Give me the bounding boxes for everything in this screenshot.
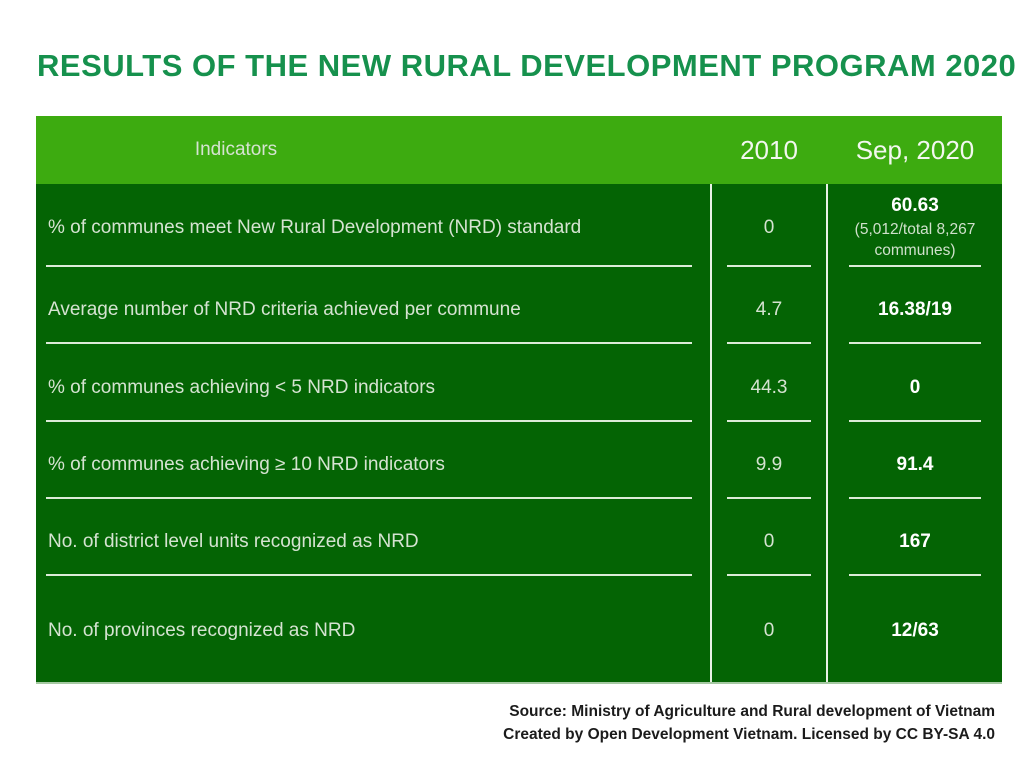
value-2010-cell: 0 (710, 504, 828, 581)
value-2010-cell: 4.7 (710, 272, 828, 349)
value-2010-cell: 44.3 (710, 349, 828, 427)
indicator-cell: % of communes achieving < 5 NRD indicato… (36, 349, 710, 427)
value-sep-2020: 0 (909, 376, 921, 398)
table-body: % of communes meet New Rural Development… (36, 184, 1002, 684)
value-sep-2020-cell: 0 (828, 349, 1002, 427)
attribution-footer: Source: Ministry of Agriculture and Rura… (503, 700, 995, 746)
indicator-label: No. of provinces recognized as NRD (48, 620, 356, 642)
value-sep-2020: 60.63 (891, 194, 939, 216)
divider-line (46, 342, 692, 344)
value-sep-2020-cell: 12/63 (828, 581, 1002, 682)
value-sep-2020: 12/63 (891, 620, 939, 642)
value-sep-2020-cell: 91.4 (828, 427, 1002, 504)
source-line: Source: Ministry of Agriculture and Rura… (509, 703, 995, 720)
divider-line (849, 420, 981, 422)
value-sep-2020: 167 (899, 531, 931, 553)
indicator-cell: % of communes meet New Rural Development… (36, 184, 710, 272)
value-sep-2020-cell: 60.63 (5,012/total 8,267 communes) (828, 184, 1002, 272)
value-2010-cell: 0 (710, 184, 828, 272)
divider-line (727, 265, 811, 267)
divider-line (727, 497, 811, 499)
table-header-row: Indicators 2010 Sep, 2020 (36, 116, 1002, 184)
divider-line (46, 265, 692, 267)
value-sep-2020-cell: 167 (828, 504, 1002, 581)
indicator-label: Average number of NRD criteria achieved … (48, 299, 521, 321)
indicator-label: No. of district level units recognized a… (48, 531, 419, 553)
indicator-cell: Average number of NRD criteria achieved … (36, 272, 710, 349)
value-2010: 4.7 (755, 299, 783, 321)
header-cell-2010: 2010 (740, 134, 798, 165)
divider-line (849, 574, 981, 576)
indicator-cell: No. of district level units recognized a… (36, 504, 710, 581)
divider-line (727, 342, 811, 344)
value-sep-2020-cell: 16.38/19 (828, 272, 1002, 349)
value-2010: 0 (763, 216, 775, 238)
divider-line (849, 497, 981, 499)
value-2010: 0 (763, 620, 775, 642)
divider-line (727, 574, 811, 576)
value-sep-2020: 16.38/19 (878, 299, 952, 321)
divider-line (849, 265, 981, 267)
divider-line (46, 574, 692, 576)
divider-line (46, 497, 692, 499)
value-2010-cell: 0 (710, 581, 828, 682)
indicator-label: % of communes meet New Rural Development… (48, 216, 582, 238)
indicator-cell: No. of provinces recognized as NRD (36, 581, 710, 682)
value-2010: 9.9 (755, 454, 783, 476)
results-table: Indicators 2010 Sep, 2020 % of communes … (36, 116, 1002, 684)
divider-line (727, 420, 811, 422)
divider-line (46, 420, 692, 422)
value-sep-2020: 91.4 (896, 454, 934, 476)
header-cell-sep-2020: Sep, 2020 (855, 134, 975, 165)
page-title: RESULTS OF THE NEW RURAL DEVELOPMENT PRO… (37, 48, 1017, 83)
value-note: (5,012/total 8,267 communes) (854, 221, 976, 260)
header-label-indicators: Indicators (194, 138, 278, 160)
indicator-cell: % of communes achieving ≥ 10 NRD indicat… (36, 427, 710, 504)
divider-line (849, 342, 981, 344)
header-cell-indicators: Indicators (36, 138, 710, 163)
value-2010: 0 (763, 531, 775, 553)
value-2010: 44.3 (750, 376, 788, 398)
indicator-label: % of communes achieving ≥ 10 NRD indicat… (48, 454, 445, 476)
license-line: Created by Open Development Vietnam. Lic… (503, 726, 995, 743)
value-2010-cell: 9.9 (710, 427, 828, 504)
indicator-label: % of communes achieving < 5 NRD indicato… (48, 376, 436, 398)
